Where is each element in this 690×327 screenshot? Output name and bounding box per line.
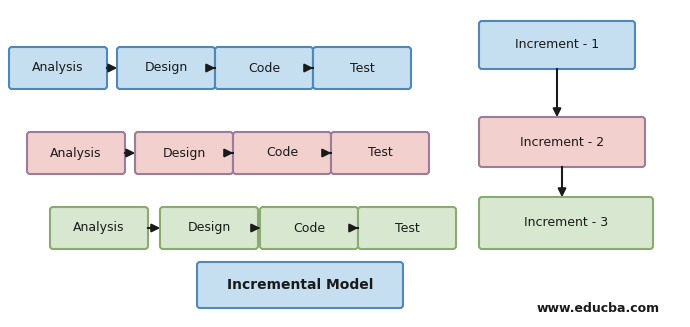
Text: Analysis: Analysis xyxy=(50,146,101,160)
FancyBboxPatch shape xyxy=(27,132,125,174)
FancyBboxPatch shape xyxy=(135,132,233,174)
Text: Code: Code xyxy=(293,221,325,234)
Text: Test: Test xyxy=(368,146,393,160)
Text: Design: Design xyxy=(188,221,230,234)
Text: Test: Test xyxy=(395,221,420,234)
FancyBboxPatch shape xyxy=(9,47,107,89)
Text: Design: Design xyxy=(162,146,206,160)
Text: Increment - 2: Increment - 2 xyxy=(520,135,604,148)
Text: Analysis: Analysis xyxy=(32,61,83,75)
FancyBboxPatch shape xyxy=(358,207,456,249)
FancyBboxPatch shape xyxy=(479,21,635,69)
FancyBboxPatch shape xyxy=(117,47,215,89)
FancyBboxPatch shape xyxy=(313,47,411,89)
Text: Code: Code xyxy=(266,146,298,160)
Text: Increment - 1: Increment - 1 xyxy=(515,39,599,51)
FancyBboxPatch shape xyxy=(233,132,331,174)
Text: Increment - 3: Increment - 3 xyxy=(524,216,608,230)
FancyBboxPatch shape xyxy=(215,47,313,89)
FancyBboxPatch shape xyxy=(479,197,653,249)
Text: Test: Test xyxy=(350,61,375,75)
Text: Analysis: Analysis xyxy=(73,221,125,234)
FancyBboxPatch shape xyxy=(50,207,148,249)
FancyBboxPatch shape xyxy=(160,207,258,249)
FancyBboxPatch shape xyxy=(331,132,429,174)
Text: www.educba.com: www.educba.com xyxy=(537,301,660,315)
Text: Incremental Model: Incremental Model xyxy=(227,278,373,292)
Text: Code: Code xyxy=(248,61,280,75)
FancyBboxPatch shape xyxy=(260,207,358,249)
FancyBboxPatch shape xyxy=(479,117,645,167)
Text: Design: Design xyxy=(144,61,188,75)
FancyBboxPatch shape xyxy=(197,262,403,308)
